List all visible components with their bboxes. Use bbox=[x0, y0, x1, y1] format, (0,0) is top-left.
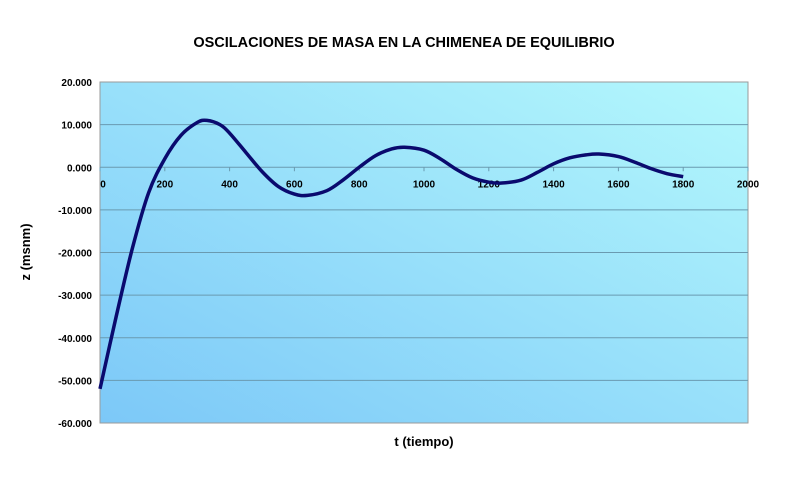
x-axis-label: t (tiempo) bbox=[394, 434, 453, 449]
x-tick-label: 400 bbox=[221, 179, 238, 190]
y-tick-label: -60.000 bbox=[58, 419, 92, 430]
x-tick-label: 1400 bbox=[542, 179, 565, 190]
series-line bbox=[98, 118, 684, 390]
x-tick-label: 1200 bbox=[478, 179, 501, 190]
y-axis-label: z (msnm) bbox=[18, 223, 33, 280]
y-tick-label: 0.000 bbox=[67, 163, 92, 174]
y-tick-label: 10.000 bbox=[61, 121, 92, 132]
x-tick-label: 1600 bbox=[607, 179, 630, 190]
x-tick-label: 600 bbox=[286, 179, 303, 190]
y-tick-label: -50.000 bbox=[58, 376, 92, 387]
y-tick-label: -10.000 bbox=[58, 206, 92, 217]
x-tick-label: 0 bbox=[100, 179, 106, 190]
x-tick-label: 1000 bbox=[413, 179, 436, 190]
chart-title: OSCILACIONES DE MASA EN LA CHIMENEA DE E… bbox=[193, 35, 614, 51]
x-tick-label: 1800 bbox=[672, 179, 695, 190]
y-tick-label: 20.000 bbox=[61, 78, 92, 89]
x-tick-label: 200 bbox=[156, 179, 173, 190]
y-tick-label: -40.000 bbox=[58, 334, 92, 345]
y-tick-label: -20.000 bbox=[58, 249, 92, 260]
x-tick-label: 2000 bbox=[737, 179, 760, 190]
x-tick-label: 800 bbox=[351, 179, 368, 190]
y-tick-label: -30.000 bbox=[58, 291, 92, 302]
